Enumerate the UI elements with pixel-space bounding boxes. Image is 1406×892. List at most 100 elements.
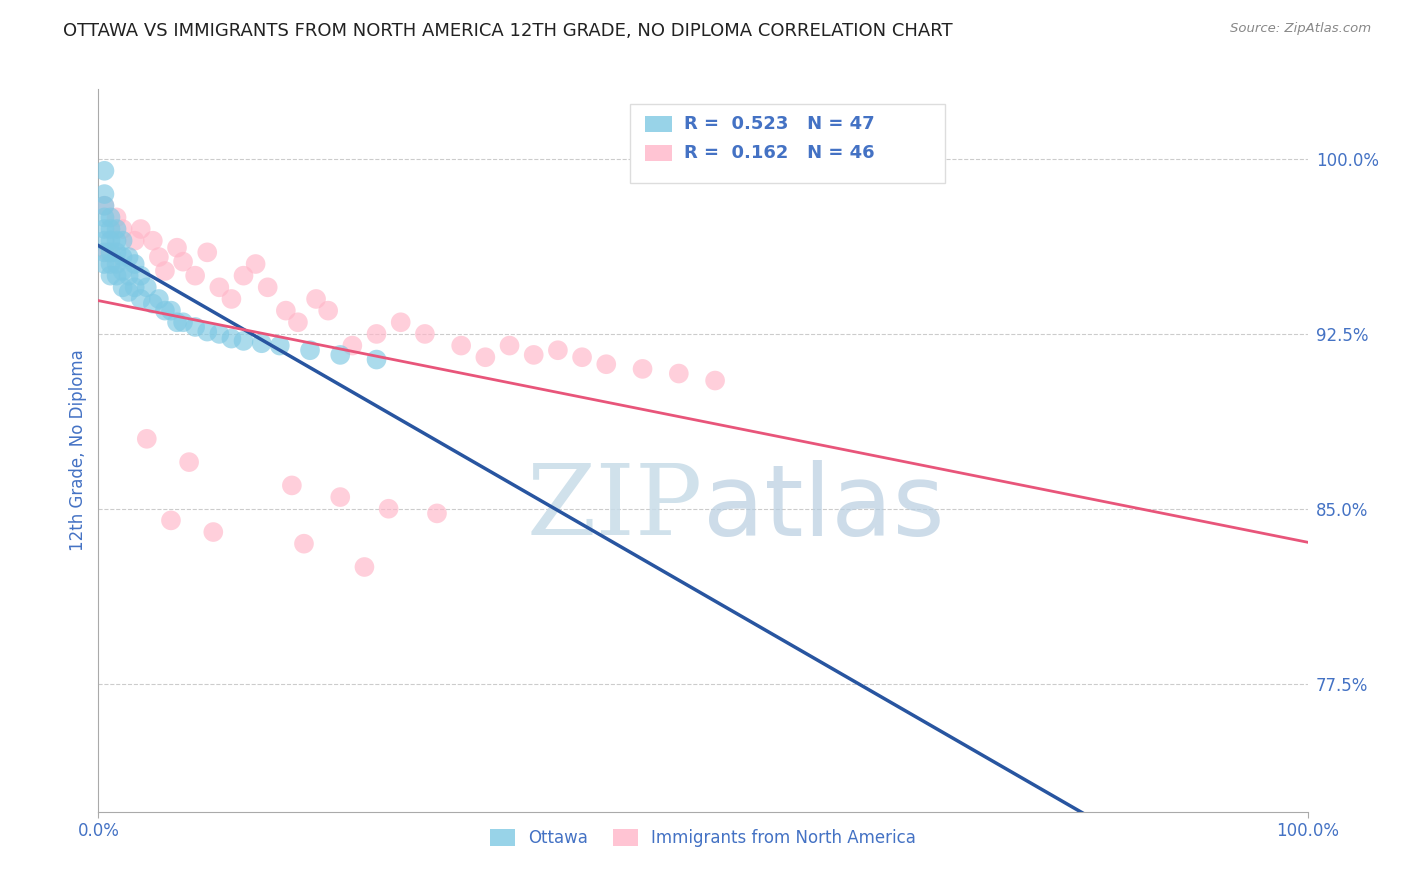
Point [232,268,254,283]
Point [450,338,472,352]
Text: R =  0.523   N = 47: R = 0.523 N = 47 [683,115,875,133]
Text: OTTAWA VS IMMIGRANTS FROM NORTH AMERICA 12TH GRADE, NO DIPLOMA CORRELATION CHART: OTTAWA VS IMMIGRANTS FROM NORTH AMERICA … [63,22,953,40]
Point [269,338,291,352]
Point [595,357,617,371]
FancyBboxPatch shape [645,116,672,132]
Point [631,362,654,376]
Point [292,537,315,551]
Text: atlas: atlas [703,459,945,557]
Point [274,303,297,318]
Point [250,336,273,351]
Point [160,513,183,527]
Point [93,187,115,202]
Point [111,280,134,294]
Point [105,257,128,271]
FancyBboxPatch shape [630,103,945,183]
Text: Source: ZipAtlas.com: Source: ZipAtlas.com [1230,22,1371,36]
Point [160,303,183,318]
Point [111,222,134,236]
Point [100,268,122,283]
Point [135,280,157,294]
Point [100,211,122,225]
Point [105,222,128,236]
Point [118,268,141,283]
Point [184,268,207,283]
Point [129,268,152,283]
Point [221,332,243,346]
Point [316,303,339,318]
Point [118,285,141,299]
Point [232,334,254,348]
Point [179,455,201,469]
Point [93,234,115,248]
Point [704,374,727,388]
Point [523,348,546,362]
Point [93,222,115,236]
Point [498,338,520,352]
Point [111,264,134,278]
Point [413,326,436,341]
Point [208,326,231,341]
Point [100,234,122,248]
Point [342,338,364,352]
Point [184,320,207,334]
Point [153,264,176,278]
Point [142,296,165,310]
Point [305,292,328,306]
Point [245,257,267,271]
Point [426,507,449,521]
Point [547,343,569,358]
FancyBboxPatch shape [645,145,672,161]
Text: ZIP: ZIP [527,460,703,556]
Point [195,245,218,260]
Point [281,478,304,492]
Point [105,245,128,260]
Legend: Ottawa, Immigrants from North America: Ottawa, Immigrants from North America [484,822,922,854]
Point [118,250,141,264]
Point [571,350,593,364]
Point [100,257,122,271]
Point [129,292,152,306]
Point [256,280,278,294]
Point [329,348,352,362]
Point [172,315,194,329]
Point [105,211,128,225]
Point [353,560,375,574]
Point [148,292,170,306]
Point [366,352,388,367]
Point [389,315,412,329]
Point [166,315,188,329]
Point [97,245,120,260]
Point [208,280,231,294]
Point [474,350,496,364]
Point [100,222,122,236]
Point [100,245,122,260]
Point [93,199,115,213]
Point [195,325,218,339]
Point [287,315,309,329]
Point [377,501,399,516]
Point [142,234,165,248]
Point [135,432,157,446]
Point [166,241,188,255]
Y-axis label: 12th Grade, No Diploma: 12th Grade, No Diploma [69,350,87,551]
Point [153,303,176,318]
Point [221,292,243,306]
Point [148,250,170,264]
Point [124,234,146,248]
Point [111,234,134,248]
Point [111,250,134,264]
Point [93,245,115,260]
Point [93,163,115,178]
Point [366,326,388,341]
Point [93,211,115,225]
Point [129,222,152,236]
Point [93,199,115,213]
Point [124,280,146,294]
Point [172,254,194,268]
Point [329,490,352,504]
Point [93,257,115,271]
Point [202,524,225,539]
Point [299,343,322,358]
Point [105,268,128,283]
